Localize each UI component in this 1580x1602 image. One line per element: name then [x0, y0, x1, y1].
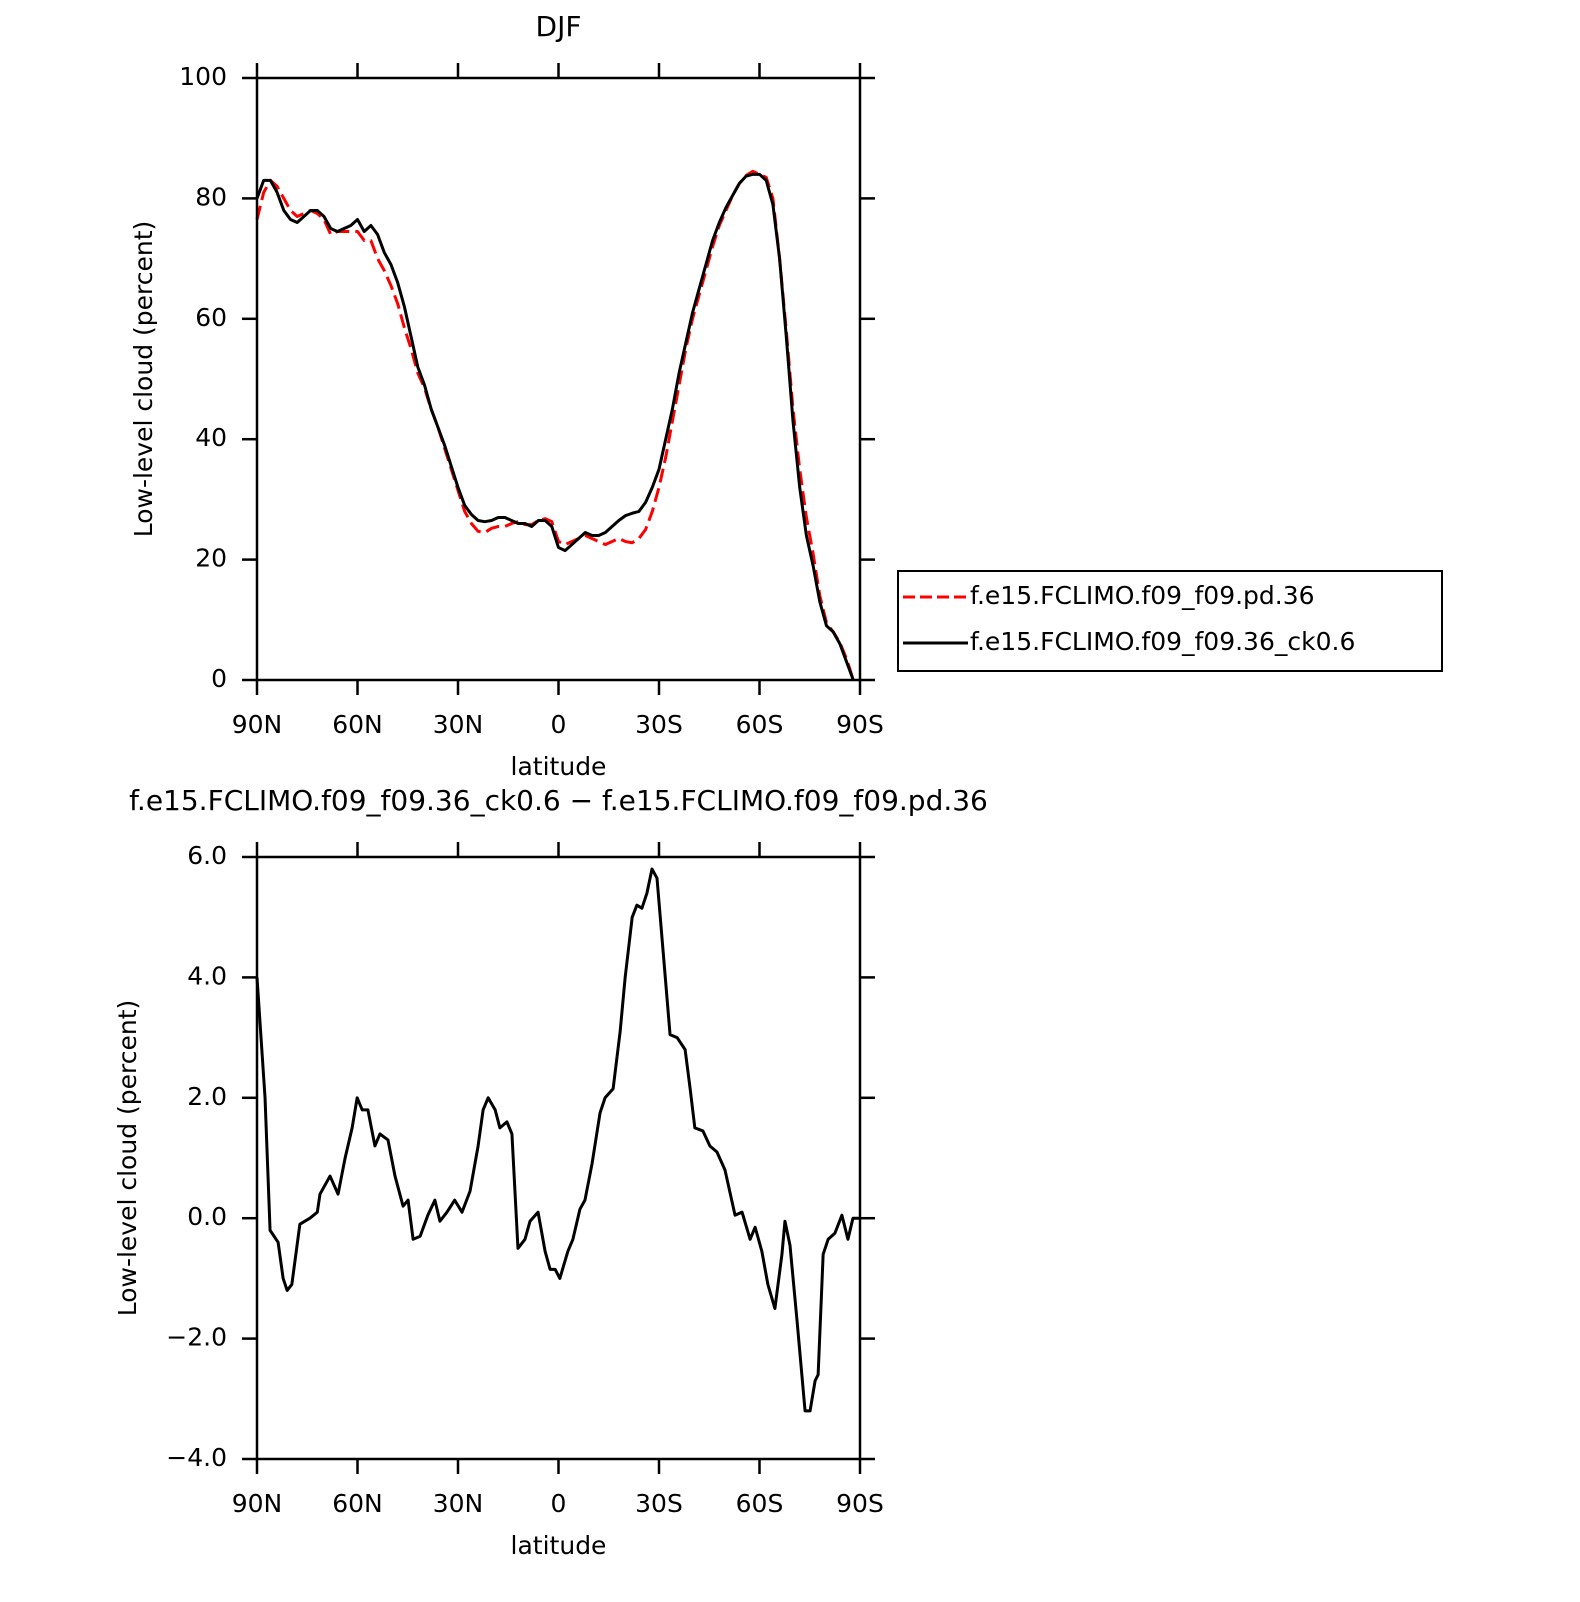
plot-frame: [255, 855, 862, 1461]
y-tick-label: 2.0: [187, 1082, 227, 1111]
y-axis-label: Low-level cloud (percent): [113, 1000, 142, 1317]
y-tick-label: 100: [179, 62, 227, 91]
y-tick-label: 20: [195, 544, 227, 573]
y-tick-label: 6.0: [187, 841, 227, 870]
x-tick-label: 90S: [836, 710, 884, 739]
data-line: [255, 867, 860, 1413]
data-line: [255, 169, 855, 681]
y-tick-label: 80: [195, 182, 227, 211]
x-tick-label: 90S: [836, 1489, 884, 1518]
legend-label: f.e15.FCLIMO.f09_f09.36_ck0.6: [970, 627, 1355, 656]
legend-box: [897, 570, 1443, 672]
x-axis-label: latitude: [511, 752, 607, 781]
x-tick-label: 30S: [635, 710, 683, 739]
x-tick-label: 90N: [232, 710, 283, 739]
x-tick-label: 90N: [232, 1489, 283, 1518]
data-line: [255, 172, 855, 681]
y-tick-label: 40: [195, 423, 227, 452]
x-tick-label: 60N: [332, 710, 383, 739]
plot-frame: [255, 76, 862, 682]
x-tick-label: 0: [551, 1489, 567, 1518]
x-tick-label: 30N: [433, 1489, 484, 1518]
x-axis-label: latitude: [511, 1531, 607, 1560]
x-tick-label: 60N: [332, 1489, 383, 1518]
x-tick-label: 60S: [736, 710, 784, 739]
chart-title: f.e15.FCLIMO.f09_f09.36_ck0.6 − f.e15.FC…: [129, 784, 988, 817]
x-tick-label: 60S: [736, 1489, 784, 1518]
y-tick-label: 4.0: [187, 961, 227, 990]
x-tick-label: 30S: [635, 1489, 683, 1518]
y-tick-label: 0.0: [187, 1202, 227, 1231]
x-tick-label: 30N: [433, 710, 484, 739]
y-axis-label: Low-level cloud (percent): [129, 221, 158, 538]
y-tick-label: −2.0: [166, 1323, 227, 1352]
y-tick-label: −4.0: [166, 1443, 227, 1472]
chart-title: DJF: [536, 10, 582, 43]
legend-label: f.e15.FCLIMO.f09_f09.pd.36: [970, 581, 1315, 610]
y-tick-label: 0: [211, 664, 227, 693]
x-tick-label: 0: [551, 710, 567, 739]
y-tick-label: 60: [195, 303, 227, 332]
